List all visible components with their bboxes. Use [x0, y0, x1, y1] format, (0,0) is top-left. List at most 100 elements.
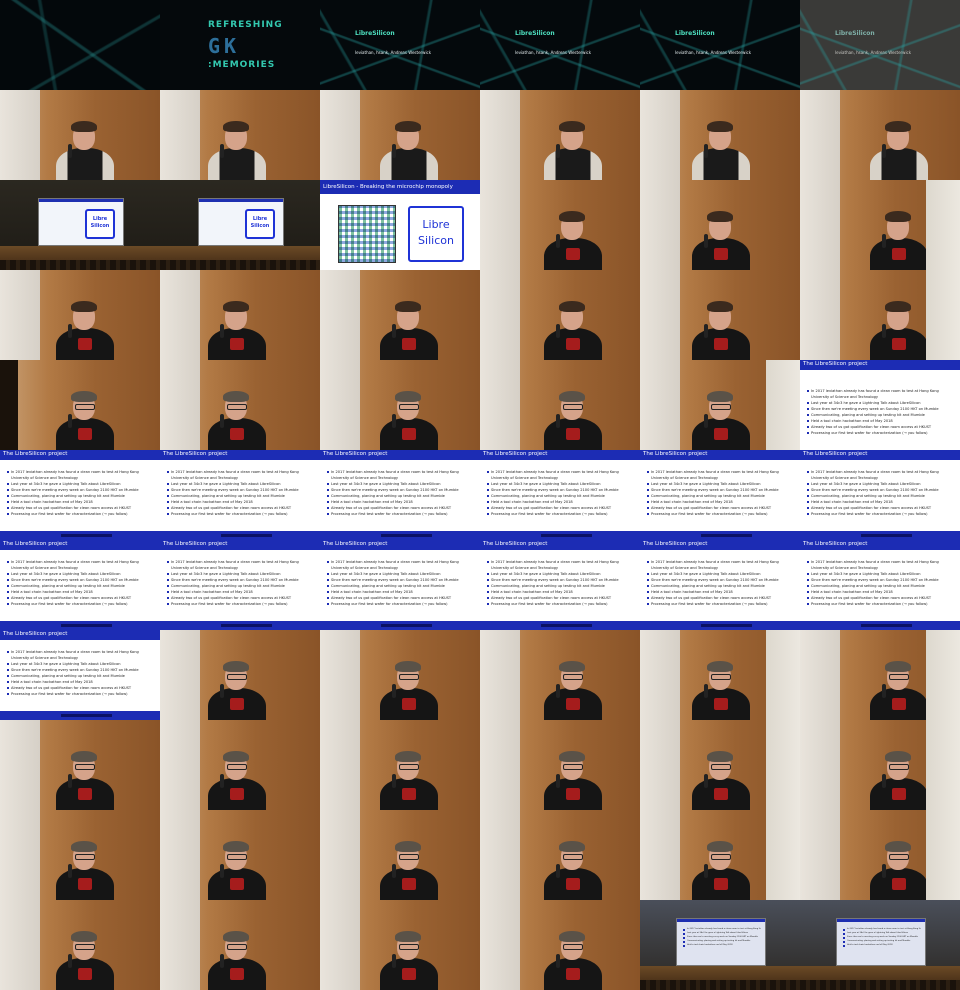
slide-bullet: Processing our first test wafer for char… — [647, 511, 796, 517]
video-frame[interactable] — [640, 180, 800, 270]
video-frame[interactable] — [320, 900, 480, 990]
video-frame[interactable] — [800, 90, 960, 180]
slide-bullet: Already two of us got qualification for … — [807, 505, 956, 511]
video-frame[interactable] — [160, 270, 320, 360]
projector-screen: Libre Silicon — [198, 198, 284, 246]
shirt-print — [230, 698, 244, 710]
video-frame[interactable]: The LibreSilicon project In 2017 leviatha… — [0, 450, 160, 540]
video-frame[interactable] — [800, 720, 960, 810]
video-frame[interactable] — [0, 0, 160, 90]
video-frame[interactable] — [640, 630, 800, 720]
video-frame[interactable]: The LibreSilicon project In 2017 leviatha… — [800, 540, 960, 630]
video-frame[interactable] — [160, 720, 320, 810]
slide-bullet: Last year at 34c3 he gave a Lightning Ta… — [7, 661, 156, 667]
video-frame[interactable] — [0, 270, 160, 360]
video-frame[interactable]: In 2017 leviathan already has found a cl… — [800, 900, 960, 990]
video-frame[interactable] — [480, 720, 640, 810]
slide-header: The LibreSilicon project — [480, 450, 640, 460]
video-frame[interactable] — [800, 630, 960, 720]
video-frame[interactable] — [800, 810, 960, 900]
video-frame[interactable] — [0, 900, 160, 990]
glasses-icon — [711, 764, 731, 770]
slide-bullet: In 2017 leviathan already has found a cl… — [807, 559, 956, 571]
video-frame[interactable]: LibreSilicon - Breaking the microchip mo… — [320, 180, 480, 270]
microphone-icon — [68, 324, 72, 338]
speaker-hair — [885, 121, 911, 132]
video-frame[interactable]: The LibreSilicon project In 2017 leviatha… — [800, 450, 960, 540]
video-frame[interactable] — [480, 270, 640, 360]
slide-footer — [640, 531, 800, 540]
microphone-icon — [220, 324, 224, 338]
slide-bullet: Since then we're meeting every week on S… — [683, 935, 761, 939]
video-frame[interactable] — [160, 360, 320, 450]
video-frame[interactable]: The LibreSilicon project In 2017 leviatha… — [320, 540, 480, 630]
video-frame[interactable]: The LibreSilicon project In 2017 leviatha… — [320, 450, 480, 540]
glasses-icon — [889, 764, 909, 770]
video-frame[interactable] — [320, 270, 480, 360]
chip-label-top: Libre — [422, 218, 450, 231]
video-frame[interactable] — [640, 810, 800, 900]
slide-title: The LibreSilicon project — [3, 451, 68, 457]
slide-bullet: Processing our first test wafer for char… — [7, 691, 156, 697]
microphone-icon — [392, 864, 396, 878]
video-frame[interactable] — [160, 810, 320, 900]
video-frame[interactable]: The LibreSilicon project In 2017 leviatha… — [480, 450, 640, 540]
video-frame[interactable]: The LibreSilicon project In 2017 leviatha… — [0, 540, 160, 630]
video-frame[interactable]: Libre Silicon — [160, 180, 320, 270]
slide-footer — [0, 711, 160, 720]
video-frame[interactable]: The LibreSilicon project In 2017 leviatha… — [160, 450, 320, 540]
microphone-icon — [556, 954, 560, 968]
video-frame[interactable] — [480, 360, 640, 450]
video-frame[interactable] — [320, 630, 480, 720]
video-frame[interactable] — [480, 810, 640, 900]
video-frame[interactable]: The LibreSilicon project In 2017 leviatha… — [480, 540, 640, 630]
video-frame[interactable] — [480, 180, 640, 270]
shirt-print — [566, 968, 580, 980]
video-frame[interactable] — [800, 180, 960, 270]
video-frame[interactable] — [0, 810, 160, 900]
video-frame[interactable] — [640, 90, 800, 180]
slide-bullet: Already two of us got qualification for … — [647, 595, 796, 601]
glasses-icon — [227, 674, 247, 680]
slide-header: The LibreSilicon project — [640, 450, 800, 460]
video-frame[interactable] — [640, 270, 800, 360]
slide-title: The LibreSilicon project — [643, 541, 708, 547]
video-frame[interactable]: The LibreSilicon project In 2017 leviatha… — [640, 450, 800, 540]
video-frame[interactable] — [320, 810, 480, 900]
video-frame[interactable]: LibreSilicon leviathan, hsank, Andreas We… — [320, 0, 480, 90]
video-frame[interactable] — [0, 720, 160, 810]
video-frame[interactable]: LibreSilicon leviathan, hsank, Andreas We… — [640, 0, 800, 90]
video-frame[interactable] — [320, 720, 480, 810]
video-frame[interactable] — [160, 90, 320, 180]
video-frame[interactable]: Libre Silicon — [0, 180, 160, 270]
video-frame[interactable]: The LibreSilicon project In 2017 leviatha… — [640, 540, 800, 630]
video-frame[interactable]: The LibreSilicon project In 2017 leviatha… — [0, 630, 160, 720]
video-frame[interactable]: LibreSilicon leviathan, hsank, Andreas We… — [800, 0, 960, 90]
video-frame[interactable] — [640, 360, 800, 450]
shirt-print — [566, 878, 580, 890]
video-frame[interactable] — [640, 720, 800, 810]
video-frame[interactable]: LibreSilicon leviathan, hsank, Andreas We… — [480, 0, 640, 90]
video-frame[interactable]: The LibreSilicon project In 2017 leviatha… — [160, 540, 320, 630]
slide-bullet: Last year at 34c3 he gave a Lightning Ta… — [487, 571, 636, 577]
video-frame[interactable] — [0, 90, 160, 180]
video-frame[interactable]: In 2017 leviathan already has found a cl… — [640, 900, 800, 990]
microphone-icon — [704, 414, 708, 428]
shirt-print — [78, 788, 92, 800]
video-frame[interactable] — [480, 630, 640, 720]
video-frame[interactable] — [800, 270, 960, 360]
video-frame[interactable] — [480, 90, 640, 180]
slide-bullet: Held a tool chain hackathon end of May 2… — [167, 589, 316, 595]
slide-bullet: Last year at 34c3 he gave a Lightning Ta… — [683, 931, 761, 935]
video-frame[interactable]: REFRESHING GK:MEMORIES — [160, 0, 320, 90]
video-frame[interactable] — [160, 900, 320, 990]
shirt-print — [714, 698, 728, 710]
video-frame[interactable] — [480, 900, 640, 990]
slide-bullet: Communicating, planing and setting up te… — [647, 493, 796, 499]
video-frame[interactable] — [320, 360, 480, 450]
speaker-torso — [380, 148, 438, 180]
video-frame[interactable] — [0, 360, 160, 450]
video-frame[interactable] — [320, 90, 480, 180]
video-frame[interactable] — [160, 630, 320, 720]
video-frame[interactable]: The LibreSilicon project In 2017 leviatha… — [800, 360, 960, 450]
